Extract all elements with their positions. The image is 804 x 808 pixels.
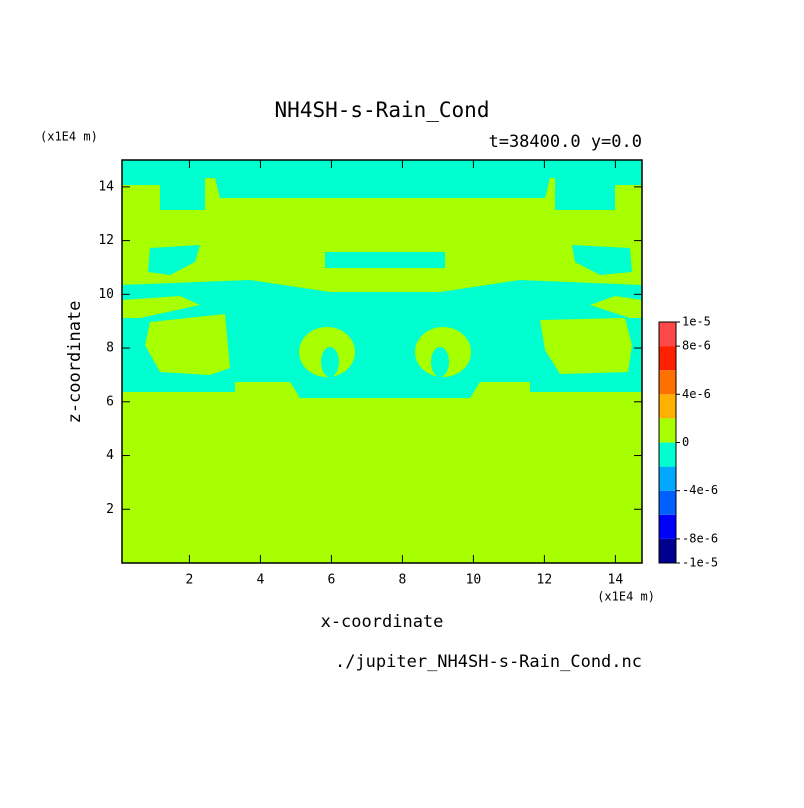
y-axis-label: z-coordinate	[65, 301, 85, 424]
contour-region	[148, 245, 200, 275]
colorbar-band	[659, 346, 676, 371]
x-axis-label: x-coordinate	[321, 612, 444, 632]
y-tick-label: 4	[106, 448, 114, 463]
colorbar-band	[659, 442, 676, 467]
x-tick-label: 14	[608, 573, 624, 588]
colorbar-band	[659, 514, 676, 539]
contour-region	[540, 318, 632, 374]
y-tick-label: 2	[106, 502, 114, 517]
x-unit: (x1E4 m)	[597, 590, 655, 604]
contour-region	[555, 176, 642, 210]
x-tick-label: 6	[328, 573, 336, 588]
colorbar-tick-label: -1e-5	[682, 556, 718, 570]
contour-region	[122, 280, 642, 398]
x-tick-label: 8	[398, 573, 406, 588]
colorbar-tick-label: 1e-5	[682, 315, 711, 329]
contour-field	[122, 160, 642, 563]
x-tick-label: 4	[257, 573, 265, 588]
colorbar-tick-label: 8e-6	[682, 339, 711, 353]
chart-subtitle: t=38400.0 y=0.0	[488, 132, 642, 152]
colorbar-tick-label: -8e-6	[682, 531, 718, 545]
colorbar-tick-label: 4e-6	[682, 387, 711, 401]
y-unit: (x1E4 m)	[40, 130, 98, 144]
contour-region	[325, 252, 445, 268]
colorbar-band	[659, 370, 676, 395]
colorbar-tick-label: -4e-6	[682, 483, 718, 497]
contour-region	[431, 347, 449, 377]
contour-region	[321, 347, 339, 377]
chart-title: NH4SH-s-Rain_Cond	[275, 98, 490, 122]
x-tick-label: 12	[537, 573, 553, 588]
contour-region	[122, 296, 200, 318]
contour-region	[572, 245, 632, 275]
contour-region	[122, 176, 205, 210]
y-tick-label: 12	[98, 233, 114, 248]
y-tick-label: 14	[98, 179, 114, 194]
contour-region	[215, 178, 550, 198]
x-tick-label: 10	[466, 573, 482, 588]
colorbar-band	[659, 538, 676, 563]
y-tick-label: 8	[106, 341, 114, 356]
contour-region	[145, 314, 230, 375]
contour-region	[590, 296, 642, 318]
x-tick-label: 2	[186, 573, 194, 588]
y-tick-label: 10	[98, 287, 114, 302]
contour-region	[122, 160, 642, 178]
plot-frame	[121, 159, 643, 564]
colorbar-band	[659, 322, 676, 347]
source-file: ./jupiter_NH4SH-s-Rain_Cond.nc	[335, 652, 642, 672]
colorbar-band	[659, 394, 676, 419]
colorbar-band	[659, 418, 676, 443]
colorbar-tick-label: 0	[682, 435, 689, 449]
colorbar-band	[659, 490, 676, 515]
colorbar-band	[659, 466, 676, 491]
y-tick-label: 6	[106, 394, 114, 409]
